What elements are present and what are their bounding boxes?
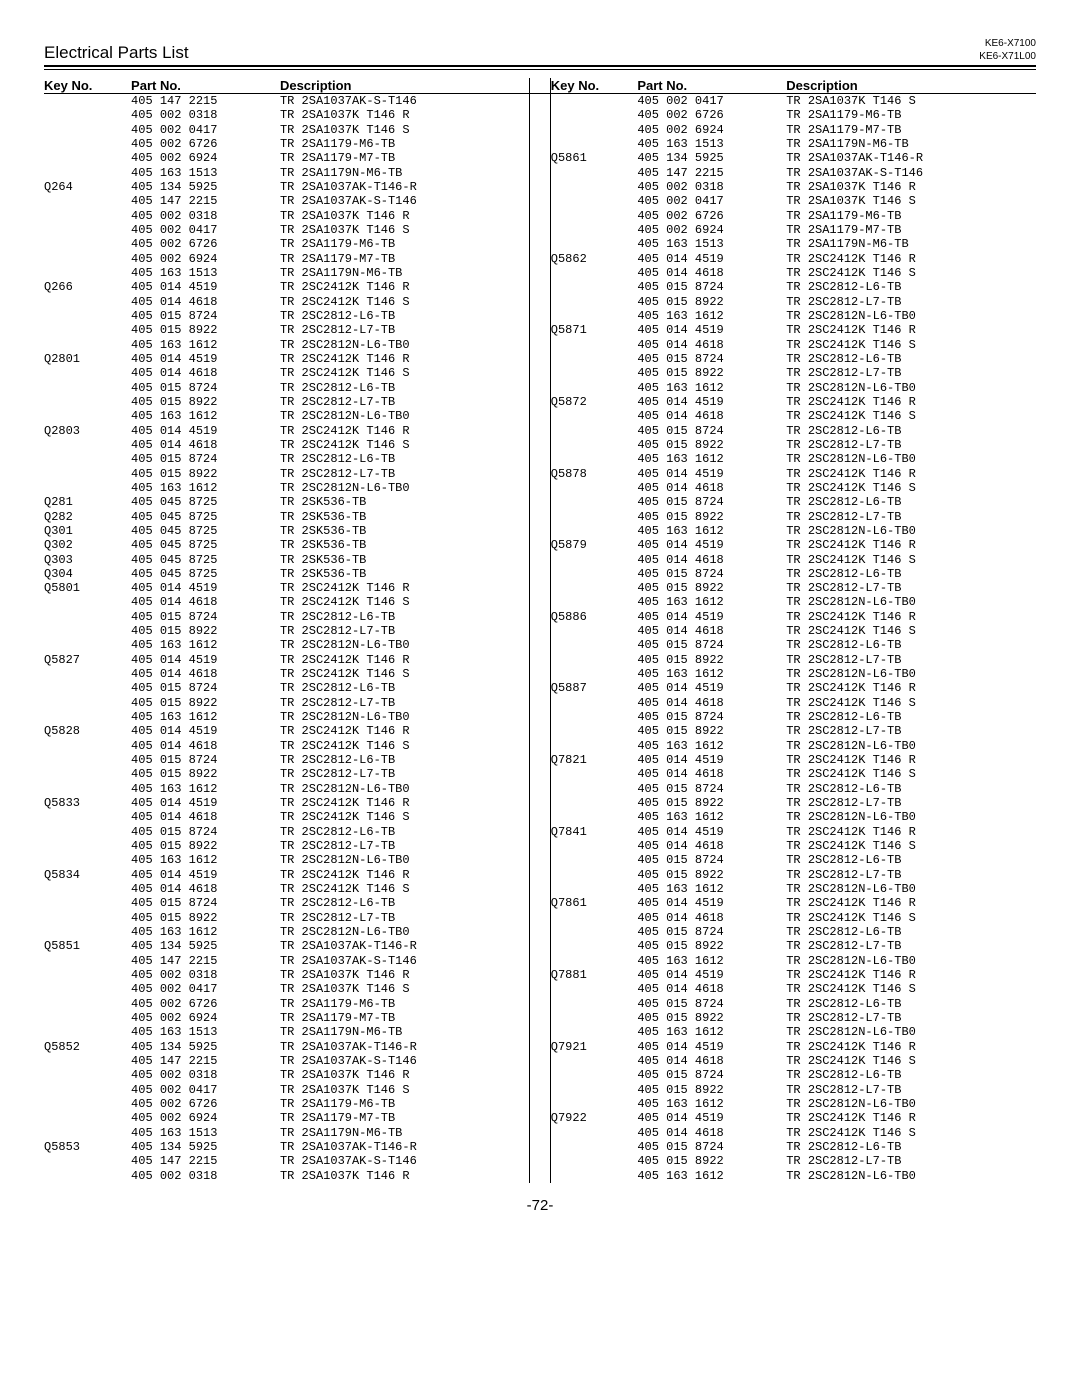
header-partno-left: Part No. xyxy=(131,78,280,94)
header-desc-right: Description xyxy=(786,78,1036,94)
header-desc-left: Description xyxy=(280,78,530,94)
model-number-2: KE6-X71L00 xyxy=(979,51,1036,64)
page-title: Electrical Parts List xyxy=(44,43,189,63)
page-number: -72- xyxy=(44,1197,1036,1214)
table-data-row: Q264 Q266 Q2801 Q2803 Q281 Q282 Q301 Q30… xyxy=(44,94,1036,1183)
partno-column-left: 405 147 2215 405 002 0318 405 002 0417 4… xyxy=(131,94,280,1183)
parts-table: Key No. Part No. Description Key No. Par… xyxy=(44,78,1036,1183)
keyno-column-right: Q5861 Q5862 Q5871 Q5872 Q5878 Q5879 Q588… xyxy=(550,94,637,1183)
table-header-row: Key No. Part No. Description Key No. Par… xyxy=(44,78,1036,94)
header-keyno-right: Key No. xyxy=(550,78,637,94)
model-numbers: KE6-X7100 KE6-X71L00 xyxy=(979,38,1036,63)
keyno-column-left: Q264 Q266 Q2801 Q2803 Q281 Q282 Q301 Q30… xyxy=(44,94,131,1183)
desc-column-right: TR 2SA1037K T146 S TR 2SA1179-M6-TB TR 2… xyxy=(786,94,1036,1183)
header-keyno-left: Key No. xyxy=(44,78,131,94)
partno-column-right: 405 002 0417 405 002 6726 405 002 6924 4… xyxy=(637,94,786,1183)
model-number-1: KE6-X7100 xyxy=(979,38,1036,51)
header-partno-right: Part No. xyxy=(637,78,786,94)
desc-column-left: TR 2SA1037AK-S-T146 TR 2SA1037K T146 R T… xyxy=(280,94,530,1183)
page-header: Electrical Parts List KE6-X7100 KE6-X71L… xyxy=(44,38,1036,67)
